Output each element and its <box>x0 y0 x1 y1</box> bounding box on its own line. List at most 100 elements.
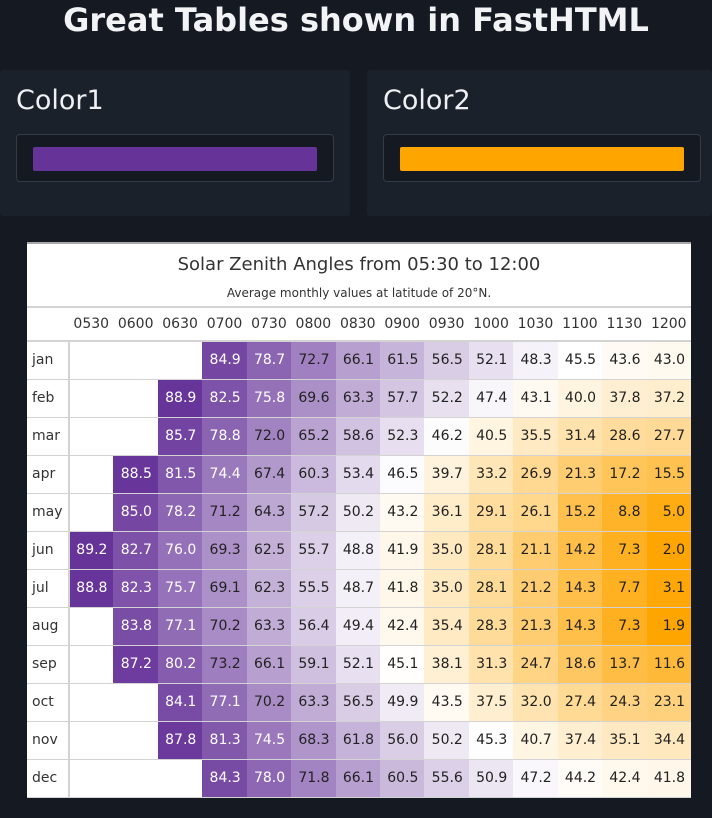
table-cell: 62.3 <box>246 569 292 607</box>
table-cell: 34.4 <box>646 721 691 759</box>
table-cell: 40.0 <box>557 379 603 417</box>
table-cell: 87.2 <box>113 645 158 683</box>
table-cell <box>113 683 158 721</box>
column-header: 1000 <box>473 316 509 332</box>
table-cell <box>113 341 158 379</box>
table-cell: 7.7 <box>602 569 647 607</box>
table-cell: 68.3 <box>291 721 336 759</box>
column-header: 0930 <box>428 316 465 332</box>
table-cell: 48.8 <box>335 531 380 569</box>
table-cell: 56.5 <box>424 341 469 379</box>
great-table: Solar Zenith Angles from 05:30 to 12:00 … <box>27 242 691 798</box>
table-cell: 43.0 <box>646 341 691 379</box>
table-cell <box>113 759 158 797</box>
table-cell: 14.3 <box>557 569 603 607</box>
table-cell <box>113 721 158 759</box>
table-cell <box>157 341 203 379</box>
table-cell: 35.4 <box>424 607 469 645</box>
table-cell: 31.4 <box>557 417 603 455</box>
table-cell: 69.1 <box>202 569 247 607</box>
color1-swatch[interactable] <box>33 147 317 171</box>
table-cell: 66.1 <box>335 341 380 379</box>
table-cell: 40.7 <box>513 721 558 759</box>
row-label: may <box>27 493 71 531</box>
table-cell: 21.3 <box>557 455 603 493</box>
table-cell <box>113 417 158 455</box>
table-cell <box>69 341 114 379</box>
table-cell: 42.4 <box>602 759 647 797</box>
table-cell: 81.5 <box>157 455 203 493</box>
table-cell: 87.8 <box>157 721 203 759</box>
table-cell: 82.5 <box>202 379 247 417</box>
table-cell: 58.6 <box>335 417 380 455</box>
table-cell: 56.0 <box>379 721 425 759</box>
row-label: oct <box>27 683 71 721</box>
table-cell: 57.2 <box>291 493 336 531</box>
table-cell: 35.0 <box>424 531 469 569</box>
table-cell: 61.8 <box>335 721 380 759</box>
table-cell: 49.9 <box>379 683 425 721</box>
table-cell: 80.2 <box>157 645 203 683</box>
table-row: oct 84.1 77.1 70.2 63.3 56.5 49.9 43.5 37.5 32.0 2… <box>27 683 691 721</box>
row-label: sep <box>27 645 71 683</box>
table-cell: 41.9 <box>379 531 425 569</box>
table-cell: 46.2 <box>424 417 469 455</box>
table-cell: 47.4 <box>468 379 514 417</box>
table-cell: 77.1 <box>157 607 203 645</box>
color1-picker[interactable] <box>16 134 334 182</box>
table-cell: 67.4 <box>246 455 292 493</box>
table-cell: 14.2 <box>557 531 603 569</box>
table-cell: 89.2 <box>69 531 114 569</box>
table-cell: 56.4 <box>291 607 336 645</box>
column-header: 1030 <box>517 316 554 332</box>
column-header: 1130 <box>606 316 643 332</box>
table-cell <box>113 379 158 417</box>
table-cell: 23.1 <box>646 683 691 721</box>
table-row: apr 88.5 81.5 74.4 67.4 60.3 53.4 46.5 39.7 33.2 2… <box>27 455 691 493</box>
table-cell: 50.2 <box>335 493 380 531</box>
table-cell <box>69 607 114 645</box>
table-cell: 28.1 <box>468 569 514 607</box>
table-row: aug 83.8 77.1 70.2 63.3 56.4 49.4 42.4 35.4 28.3 2… <box>27 607 691 645</box>
table-cell: 49.4 <box>335 607 380 645</box>
table-cell: 55.6 <box>424 759 469 797</box>
table-cell: 82.3 <box>113 569 158 607</box>
table-cell: 21.3 <box>513 607 558 645</box>
table-cell: 43.2 <box>379 493 425 531</box>
table-cell: 71.2 <box>202 493 247 531</box>
table-cell: 52.2 <box>424 379 469 417</box>
table-cell: 61.5 <box>379 341 425 379</box>
column-header: 0630 <box>162 316 198 332</box>
table-cell: 52.1 <box>335 645 380 683</box>
table-cell: 69.6 <box>291 379 336 417</box>
color1-label: Color1 <box>16 85 104 116</box>
row-label: nov <box>27 721 71 759</box>
column-header: 0800 <box>295 316 332 332</box>
table-cell: 37.8 <box>602 379 647 417</box>
table-cell: 37.5 <box>468 683 514 721</box>
color2-swatch[interactable] <box>400 147 684 171</box>
table-cell: 64.3 <box>246 493 292 531</box>
table-cell: 55.5 <box>291 569 336 607</box>
table-cell: 35.0 <box>424 569 469 607</box>
column-header: 1200 <box>650 316 687 332</box>
color2-picker[interactable] <box>383 134 701 182</box>
table-cell: 81.3 <box>202 721 247 759</box>
table-cell: 26.1 <box>513 493 558 531</box>
row-label: mar <box>27 417 71 455</box>
table-cell: 43.1 <box>513 379 558 417</box>
table-cell: 84.1 <box>157 683 203 721</box>
table-cell: 74.4 <box>202 455 247 493</box>
table-subtitle: Average monthly values at latitude of 20… <box>226 286 492 300</box>
table-cell: 32.0 <box>513 683 558 721</box>
table-cell: 74.5 <box>246 721 292 759</box>
table-cell: 76.0 <box>157 531 203 569</box>
table-cell: 45.3 <box>468 721 514 759</box>
table-cell: 88.8 <box>69 569 114 607</box>
table-cell: 48.7 <box>335 569 380 607</box>
table-row: jan 84.9 78.7 72.7 66.1 61.5 56.5 52.1 48.3 45.5 4… <box>27 341 691 379</box>
table-cell: 14.3 <box>557 607 603 645</box>
table-cell: 28.6 <box>602 417 647 455</box>
table-cell: 2.0 <box>646 531 691 569</box>
table-cell: 44.2 <box>557 759 603 797</box>
